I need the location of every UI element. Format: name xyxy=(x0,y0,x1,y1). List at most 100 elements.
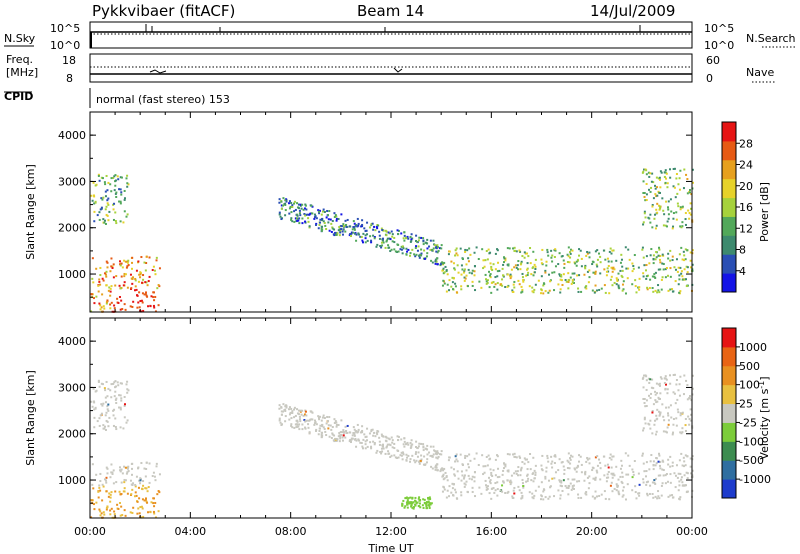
velocity-echo xyxy=(145,500,148,503)
velocity-echo xyxy=(434,450,437,453)
velocity-echo xyxy=(118,490,121,493)
velocity-echo xyxy=(657,460,660,463)
power-echo xyxy=(99,208,102,211)
power-echo xyxy=(478,280,481,283)
power-echo xyxy=(656,291,659,294)
power-echo xyxy=(563,266,566,269)
velocity-echo xyxy=(671,461,674,464)
power-echo xyxy=(131,256,134,259)
power-echo xyxy=(113,307,116,310)
power-echo xyxy=(650,248,653,251)
power-echo xyxy=(117,178,120,181)
velocity-echo xyxy=(574,468,577,471)
velocity-echo xyxy=(429,498,432,501)
power-echo xyxy=(320,229,323,232)
power-ylabel: Slant Range [km] xyxy=(24,164,37,260)
time-tick-label: 20:00 xyxy=(576,525,608,538)
power-echo xyxy=(642,223,645,226)
velocity-echo xyxy=(299,420,302,423)
velocity-echo xyxy=(409,460,412,463)
power-echo xyxy=(678,278,681,281)
power-echo xyxy=(567,281,570,284)
power-echo xyxy=(580,257,583,260)
power-echo xyxy=(473,251,476,254)
power-echo xyxy=(436,257,439,260)
power-echo xyxy=(335,215,338,218)
power-echo xyxy=(152,296,155,299)
velocity-echo xyxy=(481,454,484,457)
velocity-echo xyxy=(603,474,606,477)
velocity-echo xyxy=(377,430,380,433)
power-echo xyxy=(443,282,446,285)
velocity-echo-band-early_high_range xyxy=(90,379,130,431)
power-echo xyxy=(506,247,509,250)
velocity-echo xyxy=(434,468,437,471)
power-echo xyxy=(109,307,112,310)
power-echo xyxy=(112,263,115,266)
velocity-echo xyxy=(501,490,504,493)
velocity-echo xyxy=(104,389,107,392)
power-echo xyxy=(338,234,341,237)
power-echo xyxy=(321,217,324,220)
power-echo xyxy=(118,260,121,263)
velocity-echo xyxy=(566,459,569,462)
power-echo xyxy=(571,281,574,284)
power-echo xyxy=(596,249,599,252)
velocity-echo xyxy=(285,406,288,409)
power-echo xyxy=(126,182,129,185)
power-echo xyxy=(123,281,126,284)
velocity-echo xyxy=(126,467,129,470)
velocity-echo xyxy=(110,383,113,386)
velocity-echo xyxy=(604,464,607,467)
velocity-echo xyxy=(517,485,520,488)
power-echo xyxy=(568,261,571,264)
power-echo xyxy=(391,235,394,238)
velocity-echo xyxy=(409,496,412,499)
power-echo xyxy=(100,306,103,309)
velocity-echo xyxy=(594,478,597,481)
velocity-echo xyxy=(401,502,404,505)
power-echo xyxy=(126,174,129,177)
power-echo xyxy=(663,175,666,178)
power-echo xyxy=(119,308,122,311)
freq-panel: Freq. [MHz] 18 8 60 0 Nave xyxy=(6,53,776,85)
velocity-echo xyxy=(403,440,406,443)
power-echo xyxy=(439,263,442,266)
power-echo xyxy=(307,220,310,223)
velocity-echo xyxy=(655,430,658,433)
power-echo xyxy=(110,190,113,193)
velocity-echo xyxy=(317,415,320,418)
velocity-echo xyxy=(402,453,405,456)
velocity-echo xyxy=(361,445,364,448)
power-echo xyxy=(107,289,110,292)
power-echo xyxy=(436,246,439,249)
velocity-echo xyxy=(428,507,431,510)
velocity-echo xyxy=(401,458,404,461)
velocity-echo xyxy=(611,476,614,479)
velocity-echo xyxy=(355,439,358,442)
velocity-echo xyxy=(321,434,324,437)
power-echo xyxy=(338,226,341,229)
velocity-echo xyxy=(515,456,518,459)
power-echo xyxy=(120,176,123,179)
velocity-echo xyxy=(370,430,373,433)
power-echo xyxy=(114,184,117,187)
power-echo xyxy=(99,304,102,307)
velocity-echo xyxy=(456,460,459,463)
velocity-echo xyxy=(116,503,119,506)
power-echo xyxy=(544,269,547,272)
power-echo xyxy=(109,287,112,290)
velocity-echo xyxy=(502,480,505,483)
power-echo xyxy=(546,248,549,251)
velocity-echo xyxy=(599,461,602,464)
power-echo xyxy=(684,212,687,215)
velocity-echo xyxy=(296,408,299,411)
power-echo xyxy=(490,267,493,270)
velocity-echo xyxy=(637,492,640,495)
velocity-echo xyxy=(361,425,364,428)
velocity-echo xyxy=(403,437,406,440)
velocity-echo xyxy=(641,454,644,457)
velocity-echo xyxy=(452,483,455,486)
velocity-echo xyxy=(534,489,537,492)
velocity-echo xyxy=(400,454,403,457)
